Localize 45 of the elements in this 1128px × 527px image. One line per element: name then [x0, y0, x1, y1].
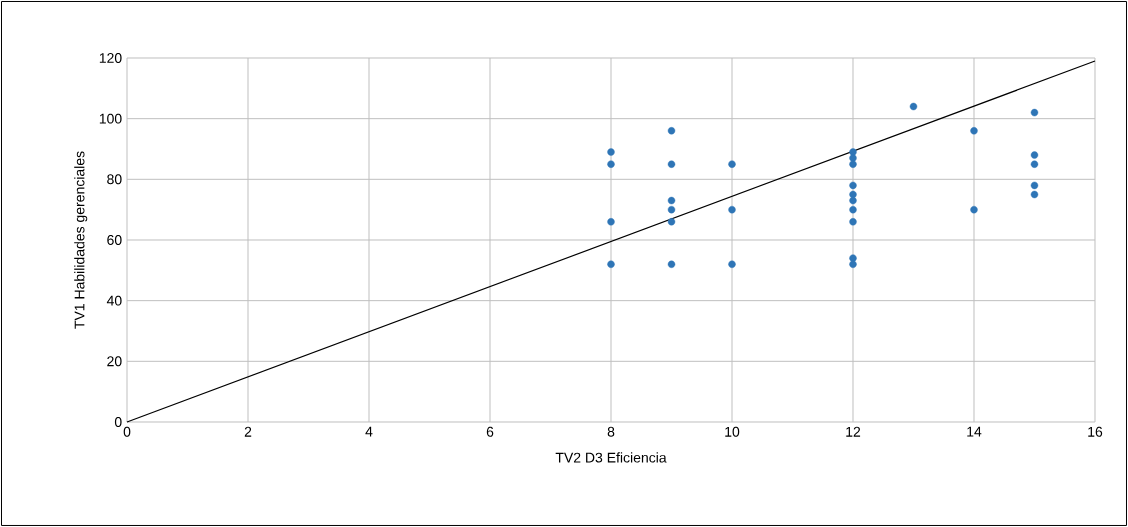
point — [1030, 190, 1039, 199]
point — [728, 160, 736, 168]
point — [970, 205, 978, 214]
point — [728, 260, 736, 268]
point — [849, 196, 857, 205]
x-tick-label: 8 — [607, 426, 615, 437]
y-tick-label: 0 — [114, 417, 122, 427]
y-tick-label: 80 — [107, 174, 122, 185]
x-tick-label: 12 — [846, 426, 861, 437]
point — [1030, 151, 1039, 159]
x-tick-label: 2 — [244, 426, 252, 437]
y-tick-label: 120 — [99, 53, 122, 63]
x-axis-title: TV2 D3 Eficiencia — [555, 452, 667, 463]
point — [849, 260, 857, 268]
y-tick-label: 20 — [107, 356, 122, 367]
x-tick-label: 14 — [967, 426, 982, 437]
y-tick-label: 60 — [107, 235, 122, 245]
point — [728, 205, 736, 214]
point — [1030, 181, 1039, 190]
point — [667, 160, 676, 168]
x-tick-label: 10 — [725, 426, 740, 437]
x-tick-label: 6 — [486, 426, 494, 437]
y-axis-title: TV1 Habilidades gerenciales — [74, 151, 88, 329]
point — [1030, 160, 1039, 168]
point — [667, 218, 676, 226]
point — [607, 218, 615, 226]
point — [607, 160, 615, 168]
point — [849, 181, 857, 190]
x-tick-label: 16 — [1088, 426, 1103, 437]
point — [607, 260, 615, 268]
point — [667, 196, 676, 205]
point — [849, 160, 857, 168]
x-tick-label: 0 — [123, 426, 131, 437]
point — [667, 205, 676, 214]
y-tick-label: 100 — [99, 113, 122, 124]
point — [909, 102, 918, 111]
point — [1030, 108, 1039, 117]
y-tick-label: 40 — [106, 295, 122, 306]
x-tick-label: 4 — [365, 426, 373, 437]
point — [849, 205, 857, 214]
point — [607, 148, 615, 156]
point — [970, 127, 978, 135]
point — [667, 260, 676, 268]
point — [667, 127, 676, 135]
point — [849, 218, 857, 226]
